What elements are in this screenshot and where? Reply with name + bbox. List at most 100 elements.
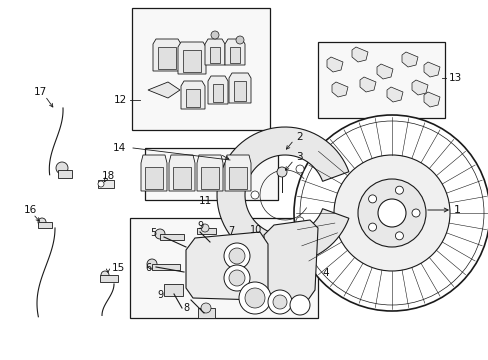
Circle shape (244, 288, 264, 308)
Text: 5: 5 (149, 228, 156, 238)
Circle shape (228, 270, 244, 286)
Bar (209, 47, 220, 63)
Text: 2: 2 (295, 132, 302, 142)
Circle shape (98, 181, 104, 187)
Bar (213, 84, 223, 102)
Text: 16: 16 (23, 205, 37, 215)
Text: 11: 11 (198, 196, 211, 206)
Polygon shape (181, 81, 204, 109)
Polygon shape (326, 57, 342, 72)
Bar (229, 47, 240, 63)
Bar (317, 42, 444, 118)
Polygon shape (204, 39, 224, 65)
Circle shape (201, 303, 210, 313)
Circle shape (38, 218, 46, 226)
Circle shape (293, 115, 488, 311)
Polygon shape (141, 155, 167, 191)
Circle shape (250, 191, 259, 199)
Polygon shape (224, 155, 250, 191)
Polygon shape (169, 155, 195, 191)
Polygon shape (411, 80, 427, 95)
Circle shape (411, 209, 419, 217)
Polygon shape (197, 155, 223, 191)
Bar (173, 167, 191, 189)
Circle shape (368, 195, 376, 203)
Circle shape (357, 179, 425, 247)
Text: 13: 13 (448, 73, 461, 83)
Bar (100, 275, 118, 282)
Bar (145, 148, 278, 200)
Bar (58, 170, 72, 178)
Text: 15: 15 (112, 263, 125, 273)
Bar (145, 167, 163, 189)
Polygon shape (207, 76, 227, 104)
Text: 4: 4 (321, 268, 328, 278)
Polygon shape (224, 39, 244, 65)
Polygon shape (423, 92, 439, 107)
Polygon shape (331, 82, 347, 97)
Circle shape (101, 271, 109, 279)
Circle shape (368, 223, 376, 231)
Circle shape (272, 295, 286, 309)
Polygon shape (423, 62, 439, 77)
Polygon shape (228, 73, 250, 103)
Circle shape (224, 243, 249, 269)
Polygon shape (148, 82, 180, 98)
Polygon shape (376, 64, 392, 79)
Bar (201, 167, 219, 189)
Circle shape (239, 282, 270, 314)
Text: 3: 3 (295, 152, 302, 162)
Bar (132, 8, 269, 130)
Circle shape (56, 162, 68, 174)
Circle shape (228, 248, 244, 264)
Text: 9: 9 (157, 290, 163, 300)
Circle shape (236, 36, 244, 44)
Text: 17: 17 (33, 87, 46, 97)
Text: 6: 6 (144, 263, 151, 273)
Text: 7: 7 (227, 226, 234, 236)
Circle shape (377, 199, 405, 227)
Text: 1: 1 (452, 205, 460, 215)
Polygon shape (217, 127, 348, 263)
Bar (197, 228, 216, 234)
Bar (158, 47, 176, 69)
Bar (183, 50, 201, 72)
Polygon shape (153, 39, 181, 71)
Bar (185, 89, 200, 107)
Bar (160, 234, 183, 240)
Circle shape (395, 232, 403, 240)
Text: 9: 9 (197, 221, 203, 231)
Circle shape (267, 290, 291, 314)
Circle shape (289, 295, 309, 315)
Polygon shape (359, 77, 375, 92)
Circle shape (276, 167, 286, 177)
Text: 8: 8 (183, 303, 189, 313)
Polygon shape (264, 220, 317, 302)
Circle shape (333, 155, 449, 271)
Circle shape (147, 259, 157, 269)
Bar (98, 180, 114, 188)
Circle shape (295, 165, 304, 173)
Circle shape (210, 31, 219, 39)
Circle shape (224, 265, 249, 291)
Text: 18: 18 (101, 171, 114, 181)
Polygon shape (185, 232, 267, 300)
Bar (198, 308, 215, 318)
Polygon shape (401, 52, 417, 67)
Bar (163, 284, 183, 296)
Circle shape (201, 224, 208, 232)
Text: 14: 14 (113, 143, 126, 153)
Bar (130, 218, 317, 318)
Bar (152, 264, 180, 270)
Polygon shape (386, 87, 402, 102)
Circle shape (395, 186, 403, 194)
Circle shape (295, 217, 304, 225)
Bar (234, 81, 245, 101)
Polygon shape (351, 47, 367, 62)
Text: 10: 10 (249, 225, 262, 235)
Bar (228, 167, 246, 189)
Circle shape (155, 229, 164, 239)
Bar (38, 222, 52, 228)
Text: 12: 12 (114, 95, 127, 105)
Polygon shape (178, 42, 205, 74)
